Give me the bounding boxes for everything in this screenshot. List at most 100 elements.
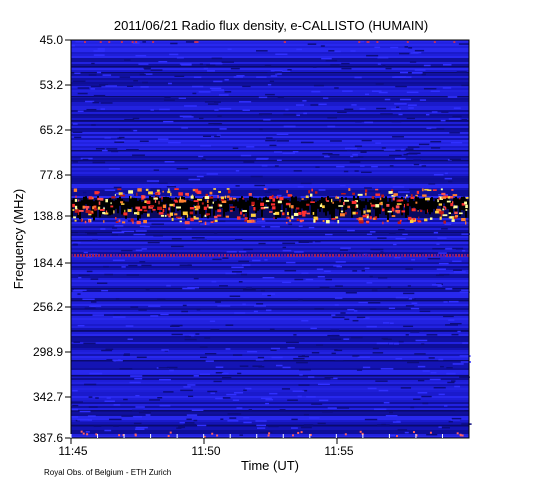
noise-speck bbox=[97, 48, 105, 50]
noise-speck bbox=[331, 334, 340, 337]
noise-speck bbox=[147, 241, 160, 244]
interference-core bbox=[97, 196, 99, 208]
bottom-fleck bbox=[211, 432, 214, 435]
interference-burst bbox=[448, 212, 452, 215]
noise-speck bbox=[316, 268, 324, 270]
frequency-row bbox=[71, 50, 469, 52]
noise-speck bbox=[130, 306, 139, 308]
noise-speck bbox=[179, 63, 192, 65]
persistent-line bbox=[350, 254, 352, 257]
noise-speck bbox=[102, 74, 112, 76]
noise-speck bbox=[461, 289, 469, 291]
interference-core bbox=[371, 198, 373, 206]
interference-burst bbox=[244, 219, 247, 222]
interference-burst bbox=[293, 212, 299, 216]
frequency-row bbox=[71, 106, 469, 108]
noise-speck bbox=[78, 274, 90, 277]
persistent-line bbox=[98, 254, 100, 257]
interference-burst bbox=[399, 219, 402, 222]
interference-burst bbox=[193, 215, 196, 219]
noise-speck bbox=[88, 74, 97, 76]
noise-speck bbox=[423, 87, 437, 90]
interference-burst bbox=[205, 193, 208, 198]
noise-speck bbox=[428, 182, 436, 185]
x-tick-label: 11:55 bbox=[324, 444, 353, 458]
noise-speck bbox=[318, 189, 326, 191]
interference-core bbox=[117, 198, 119, 214]
interference-burst bbox=[229, 206, 235, 208]
noise-speck bbox=[189, 334, 195, 337]
noise-speck bbox=[443, 405, 448, 407]
noise-speck bbox=[73, 341, 80, 343]
y-tick-label: 256.2 bbox=[33, 300, 63, 314]
interference-burst bbox=[74, 205, 78, 209]
frequency-row bbox=[71, 194, 469, 196]
interference-core bbox=[235, 198, 237, 207]
frequency-row bbox=[71, 156, 469, 158]
interference-burst bbox=[203, 206, 207, 210]
frequency-row bbox=[71, 104, 469, 106]
persistent-line bbox=[140, 254, 142, 257]
persistent-line bbox=[272, 254, 274, 257]
noise-speck bbox=[458, 43, 470, 45]
noise-speck bbox=[432, 247, 446, 250]
frequency-row bbox=[71, 290, 469, 292]
interference-burst bbox=[335, 216, 339, 219]
interference-burst bbox=[438, 196, 443, 200]
interference-core bbox=[75, 198, 77, 212]
interference-core bbox=[423, 198, 425, 211]
noise-speck bbox=[393, 243, 397, 246]
noise-speck bbox=[339, 249, 348, 251]
noise-speck bbox=[335, 285, 343, 287]
noise-speck bbox=[164, 96, 171, 99]
interference-burst bbox=[296, 207, 300, 210]
noise-speck bbox=[252, 365, 262, 367]
interference-burst bbox=[254, 220, 256, 223]
noise-speck bbox=[327, 407, 337, 409]
noise-speck bbox=[374, 217, 387, 219]
persistent-line bbox=[254, 254, 256, 257]
frequency-row bbox=[71, 404, 469, 406]
noise-speck bbox=[100, 102, 113, 104]
interference-burst bbox=[77, 211, 80, 215]
noise-speck bbox=[394, 256, 401, 259]
noise-speck bbox=[444, 223, 452, 225]
noise-speck bbox=[451, 417, 462, 420]
noise-speck bbox=[453, 269, 462, 271]
frequency-row bbox=[71, 326, 469, 328]
noise-speck bbox=[440, 119, 446, 122]
noise-speck bbox=[193, 375, 199, 377]
frequency-row bbox=[71, 272, 469, 274]
noise-speck bbox=[219, 285, 228, 287]
persistent-line bbox=[323, 254, 325, 257]
y-tick-label: 298.9 bbox=[33, 345, 63, 359]
noise-speck bbox=[396, 106, 400, 108]
frequency-row bbox=[71, 422, 469, 424]
noise-speck bbox=[227, 420, 239, 422]
noise-speck bbox=[442, 87, 452, 89]
interference-core bbox=[339, 200, 341, 216]
frequency-row bbox=[71, 394, 469, 396]
persistent-line bbox=[305, 254, 307, 257]
noise-speck bbox=[383, 322, 390, 324]
noise-speck bbox=[206, 64, 216, 66]
noise-speck bbox=[123, 354, 130, 356]
noise-speck bbox=[161, 349, 169, 351]
frequency-row bbox=[71, 414, 469, 416]
noise-speck bbox=[300, 182, 312, 185]
noise-speck bbox=[389, 154, 402, 157]
interference-burst bbox=[358, 217, 363, 219]
noise-speck bbox=[376, 342, 389, 345]
noise-speck bbox=[444, 177, 453, 180]
interference-burst bbox=[358, 220, 364, 224]
noise-speck bbox=[319, 399, 329, 402]
noise-speck bbox=[430, 372, 437, 374]
noise-speck bbox=[344, 318, 350, 321]
interference-burst bbox=[251, 201, 255, 206]
interference-burst bbox=[279, 196, 284, 201]
interference-burst bbox=[322, 220, 325, 222]
noise-speck bbox=[242, 109, 250, 111]
noise-speck bbox=[380, 113, 393, 115]
noise-speck bbox=[138, 309, 147, 311]
persistent-line bbox=[284, 254, 286, 257]
